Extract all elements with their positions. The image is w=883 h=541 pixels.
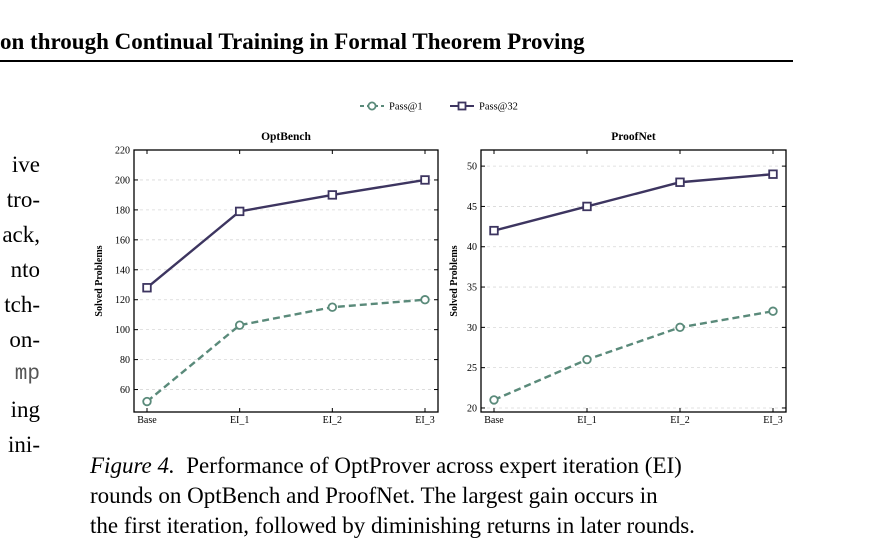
data-point-pass1	[768, 306, 778, 316]
y-axis-label: Solved Problems	[94, 245, 105, 316]
chart-panel-proofnet: 20 25 30 35 40 45 50 Base EI_1 EI_2 EI_3 ProofNet So…	[449, 131, 787, 426]
body-text-line: tch-	[4, 292, 40, 317]
data-point-pass1	[489, 395, 499, 405]
chart-panel-optbench: 60 80 100 120 140 160 180 200 220 Base EI_1 EI_2 EI_…	[94, 131, 439, 426]
y-tick-label: 45	[467, 202, 477, 213]
y-tick-label: 100	[115, 325, 130, 336]
data-point-pass1	[234, 320, 245, 330]
data-point-pass32	[582, 201, 592, 212]
series-line-pass-at-32	[493, 172, 774, 232]
data-point-pass32	[234, 206, 245, 217]
header-rule	[0, 60, 793, 62]
data-point-pass1	[582, 354, 592, 365]
series-line-pass-at-1	[493, 310, 774, 402]
data-point-pass32	[768, 169, 778, 179]
y-tick-label: 120	[115, 295, 130, 306]
y-tick-label: 160	[115, 235, 130, 246]
body-text-line: ive	[11, 152, 40, 177]
x-tick-label: EI_2	[670, 415, 689, 426]
series-line-pass-at-1	[146, 298, 426, 403]
caption-line-1: Figure 4. Performance of OptProver acros…	[90, 451, 795, 481]
y-tick-label: 30	[467, 323, 477, 334]
caption-figure-label: Figure 4.	[90, 453, 175, 478]
plot-frame	[480, 149, 787, 413]
y-tick-label: 40	[467, 242, 477, 253]
x-tick-label: EI_3	[763, 415, 782, 426]
caption-text-1: Performance of OptProver across expert i…	[186, 453, 682, 478]
body-text-line: ini-	[8, 432, 40, 457]
plot-frame	[133, 149, 439, 413]
y-tick-label: 140	[115, 265, 130, 276]
x-tick-label: Base	[137, 415, 157, 426]
series-line-pass-at-32	[146, 178, 426, 289]
caption-line-2: rounds on OptBench and ProofNet. The lar…	[90, 483, 658, 508]
body-text-line-code: mp	[14, 363, 40, 386]
x-tick-label: Base	[484, 415, 504, 426]
figure-4-charts: Pass@1 Pass@32 60 80 100 120 140 160 180 200 220 B…	[94, 101, 787, 426]
body-text-line: ing	[10, 397, 40, 422]
y-tick-label: 35	[467, 283, 477, 294]
data-point-pass1	[142, 396, 152, 407]
x-tick-label: EI_3	[415, 415, 434, 426]
y-tick-label: 180	[115, 205, 130, 216]
legend-marker-circle	[367, 101, 377, 111]
y-tick-label: 220	[115, 146, 130, 157]
x-tick-label: EI_1	[577, 415, 596, 426]
chart-title: OptBench	[261, 131, 311, 143]
y-tick-label: 200	[115, 175, 130, 186]
y-tick-label: 80	[120, 355, 130, 366]
running-head: on through Continual Training in Formal …	[0, 29, 585, 54]
data-point-pass1	[420, 295, 430, 305]
body-text-line: ack,	[2, 222, 40, 247]
data-point-pass32	[489, 225, 499, 236]
data-point-pass32	[675, 177, 685, 187]
body-text-line: nto	[10, 257, 40, 282]
body-text-column: ive tro- ack, nto tch- on- mp ing ini-	[0, 150, 42, 470]
caption-line-3: the first iteration, followed by diminis…	[90, 513, 695, 538]
data-point-pass32	[327, 190, 338, 200]
x-tick-label: EI_1	[230, 415, 249, 426]
data-point-pass1	[675, 322, 685, 333]
legend-label: Pass@1	[389, 102, 423, 113]
legend-label: Pass@32	[479, 102, 518, 113]
data-point-pass32	[142, 283, 152, 293]
y-tick-label: 25	[467, 363, 477, 374]
body-text-line: tro-	[6, 187, 40, 212]
chart-legend: Pass@1 Pass@32	[360, 101, 518, 113]
chart-title: ProofNet	[611, 131, 656, 143]
body-text-line: on-	[9, 327, 40, 352]
data-point-pass1	[327, 302, 338, 312]
x-tick-label: EI_2	[323, 415, 342, 426]
figure-caption: Figure 4. Performance of OptProver acros…	[90, 451, 795, 541]
legend-marker-square	[457, 101, 467, 111]
y-axis-label: Solved Problems	[449, 245, 460, 316]
y-tick-label: 60	[120, 385, 130, 396]
y-tick-label: 20	[467, 403, 477, 414]
y-tick-label: 50	[467, 162, 477, 173]
data-point-pass32	[420, 175, 430, 185]
